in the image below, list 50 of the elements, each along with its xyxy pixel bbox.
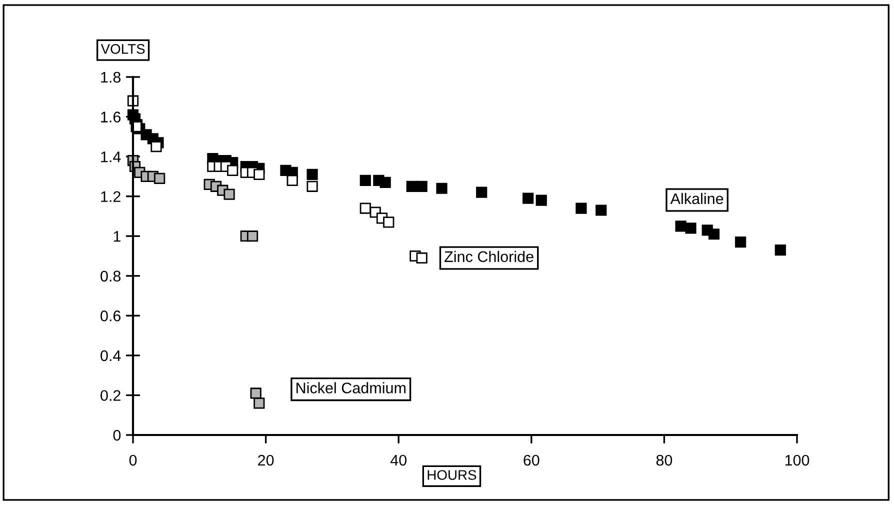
x-tick-label: 60 (524, 454, 540, 466)
point (150, 141, 162, 152)
point (406, 180, 418, 192)
y-tick-label: 0 (113, 430, 121, 441)
point (675, 220, 686, 232)
point (416, 180, 428, 192)
point (254, 168, 265, 180)
series-label: Alkaline (670, 192, 724, 204)
point (306, 168, 318, 180)
point (416, 252, 428, 264)
point (436, 182, 448, 194)
y-tick-label: 1.6 (101, 112, 121, 122)
point (576, 202, 587, 214)
y-tick-label: 1.4 (101, 152, 121, 162)
point (383, 216, 394, 228)
x-tick-label: 40 (390, 454, 406, 466)
point (306, 180, 318, 192)
y-axis-title: VOLTS (100, 44, 145, 54)
y-tick-label: 1 (114, 231, 120, 242)
y-tick-label: 0.6 (100, 310, 121, 322)
point (596, 204, 607, 216)
point (227, 164, 238, 176)
x-tick-label: 100 (785, 454, 810, 466)
point (774, 244, 786, 256)
x-tick-label: 20 (258, 454, 274, 466)
point (708, 228, 720, 240)
point (250, 388, 262, 399)
point (246, 230, 258, 242)
point (254, 398, 265, 409)
y-tick-label: 0.8 (100, 270, 121, 282)
y-tick-label: 1.2 (101, 191, 120, 202)
point (476, 186, 488, 198)
point (380, 176, 391, 188)
y-tick-label: 0.4 (100, 350, 121, 362)
text: Nickel Cadmium (296, 382, 406, 394)
y-tick-label: 1.8 (101, 72, 121, 83)
point (685, 222, 696, 234)
point (154, 172, 166, 184)
x-tick-label: 0 (129, 454, 137, 466)
series-label: Zinc Chloride (444, 250, 534, 262)
point (735, 236, 746, 248)
x-axis-title: HOURS (428, 470, 476, 480)
x-tick-label: 80 (656, 454, 672, 466)
point (536, 194, 547, 206)
point (224, 188, 235, 200)
point (522, 192, 534, 204)
y-tick-label: 0.2 (100, 390, 120, 401)
point (360, 174, 371, 186)
point (360, 202, 371, 214)
point (286, 174, 298, 186)
